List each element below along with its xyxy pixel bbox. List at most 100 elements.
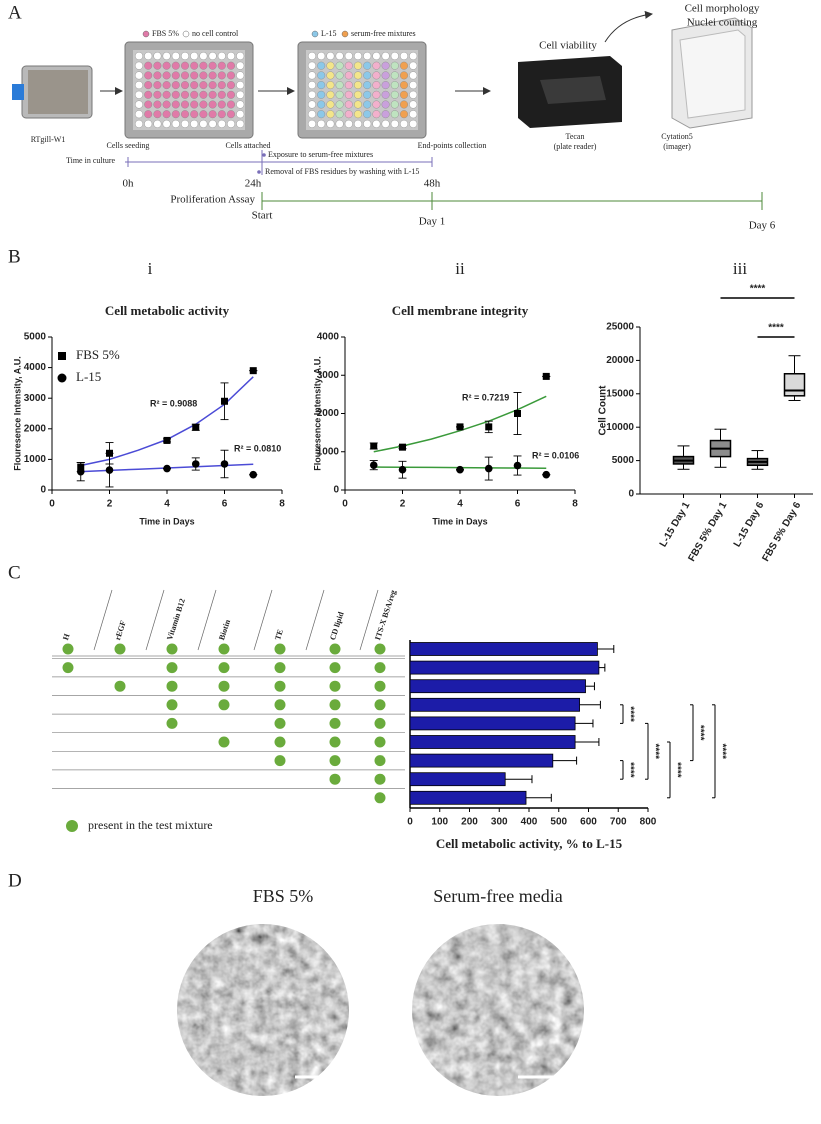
table-header: rEGF (113, 619, 128, 641)
plate-legend: FBS 5% (152, 29, 179, 38)
x-tick-label: L-15 Day 1 (658, 500, 693, 549)
presence-dot (329, 736, 341, 748)
point (249, 470, 258, 479)
well (409, 90, 418, 99)
well (190, 100, 199, 109)
well (236, 52, 245, 61)
well (180, 71, 189, 80)
assay-tick-label: Day 6 (749, 220, 776, 232)
point (249, 367, 257, 375)
y-tick-label: 4000 (24, 362, 47, 373)
error-bar (598, 663, 606, 672)
well (317, 81, 326, 90)
point (220, 460, 229, 468)
bar (409, 753, 554, 768)
micrograph-title: Serum-free media (433, 886, 562, 906)
r-squared: R² = 0.0810 (234, 443, 281, 453)
error-bar (597, 645, 615, 653)
presence-dot (374, 773, 386, 785)
x-axis-label: Cell metabolic activity, % to L-15 (436, 836, 623, 851)
x-tick-label: 2 (107, 499, 113, 510)
legend-dot (182, 30, 190, 38)
well (180, 110, 189, 119)
point (399, 443, 406, 451)
well (409, 61, 418, 70)
error-bar (526, 793, 552, 802)
well (134, 90, 143, 99)
well (153, 110, 162, 119)
x-tick-label: L-15 Day 6 (732, 500, 767, 549)
well (363, 81, 372, 90)
well (171, 100, 180, 109)
well (317, 61, 326, 70)
y-tick-label: 1000 (24, 454, 47, 465)
step-dot (262, 153, 266, 157)
point (76, 467, 85, 476)
well (308, 71, 317, 80)
well (134, 61, 143, 70)
well (162, 71, 171, 80)
error-bar (505, 775, 533, 784)
well (208, 71, 217, 80)
presence-dot (329, 773, 341, 785)
point (484, 464, 493, 473)
x-axis-label: Time in Days (432, 516, 487, 526)
well (326, 61, 335, 70)
well (372, 81, 381, 90)
assay-tick-label: Day 1 (419, 216, 446, 228)
instrument-name: Cytation5 (661, 132, 693, 141)
point (105, 466, 114, 474)
well (236, 81, 245, 90)
presence-dot (218, 680, 230, 692)
presence-dot (274, 736, 286, 748)
well (363, 100, 372, 109)
well (134, 110, 143, 119)
well (144, 100, 153, 109)
well (134, 52, 143, 61)
well (171, 61, 180, 70)
well (208, 61, 217, 70)
bar (409, 679, 586, 694)
well (326, 90, 335, 99)
x-tick-label: 700 (610, 817, 627, 828)
well (208, 52, 217, 61)
well (208, 110, 217, 119)
micrograph (177, 924, 349, 1096)
x-tick-label: 6 (222, 499, 228, 510)
well (144, 52, 153, 61)
bar (409, 716, 576, 731)
presence-dot (274, 680, 286, 692)
presence-dot (374, 680, 386, 692)
well (344, 81, 353, 90)
panel-label: C (8, 562, 21, 583)
table-header: CD lipid (328, 610, 346, 641)
well (144, 110, 153, 119)
y-tick-label: 0 (628, 489, 634, 500)
y-tick-label: 1000 (317, 446, 340, 457)
presence-dot (329, 699, 341, 711)
well (226, 61, 235, 70)
well (344, 110, 353, 119)
well (199, 71, 208, 80)
y-axis-label: Flouresence Intensity, A.U. (312, 356, 322, 471)
legend-dot (311, 30, 319, 38)
well (190, 119, 199, 128)
well (400, 52, 409, 61)
presence-dot (374, 792, 386, 804)
well (363, 90, 372, 99)
presence-dot (274, 643, 286, 655)
panel-label: D (8, 870, 22, 891)
well (171, 71, 180, 80)
well (317, 52, 326, 61)
table-header: Vitamin B12 (165, 597, 187, 641)
arrow (604, 10, 653, 43)
point (513, 461, 522, 470)
legend-marker (66, 820, 78, 832)
presence-dot (274, 662, 286, 674)
well (180, 52, 189, 61)
well (190, 90, 199, 99)
subpanel-label: iii (733, 259, 747, 278)
y-tick-label: 4000 (317, 332, 340, 343)
well (162, 52, 171, 61)
